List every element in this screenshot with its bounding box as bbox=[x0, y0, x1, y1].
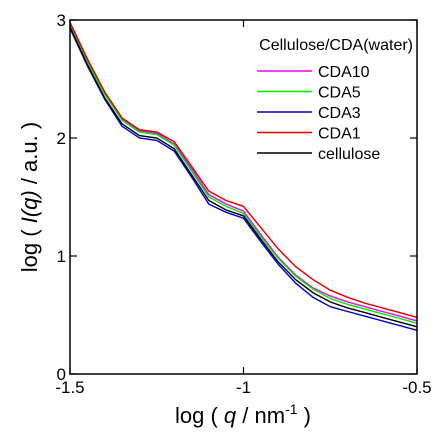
legend-label: CDA5 bbox=[318, 85, 361, 102]
ticks-layer: -1.5 -1 -0.5 0 1 2 3 bbox=[55, 11, 431, 397]
annotation-label: Cellulose/CDA(water) bbox=[259, 37, 413, 54]
x-tick-label: -0.5 bbox=[402, 378, 431, 397]
y-tick-label: 0 bbox=[57, 365, 66, 384]
y-tick-label: 2 bbox=[57, 129, 66, 148]
legend-label: cellulose bbox=[318, 146, 380, 163]
series-line-cda5 bbox=[69, 25, 418, 324]
x-axis-title: log ( q / nm-1 ) bbox=[175, 401, 311, 428]
legend-label: CDA3 bbox=[318, 105, 361, 122]
y-tick-label: 3 bbox=[57, 11, 66, 30]
legend-item-cda3: CDA3 bbox=[257, 105, 361, 122]
series-line-cda3 bbox=[69, 28, 418, 331]
series-line-cda10 bbox=[69, 23, 418, 322]
legend: CDA10 CDA5 CDA3 CDA1 cellulose bbox=[257, 64, 380, 163]
legend-label: CDA10 bbox=[318, 64, 370, 81]
series-line-cellulose bbox=[69, 26, 418, 328]
series-layer bbox=[69, 22, 418, 331]
y-tick-label: 1 bbox=[57, 247, 66, 266]
legend-item-cellulose: cellulose bbox=[257, 146, 380, 163]
legend-item-cda5: CDA5 bbox=[257, 85, 361, 102]
legend-label: CDA1 bbox=[318, 126, 361, 143]
y-axis-title: log ( I(q) / a.u. ) bbox=[17, 122, 42, 272]
series-line-cda1 bbox=[69, 22, 418, 319]
x-tick-label: -1.5 bbox=[55, 378, 84, 397]
legend-item-cda10: CDA10 bbox=[257, 64, 370, 81]
legend-item-cda1: CDA1 bbox=[257, 126, 361, 143]
x-tick-label: -1 bbox=[236, 378, 251, 397]
